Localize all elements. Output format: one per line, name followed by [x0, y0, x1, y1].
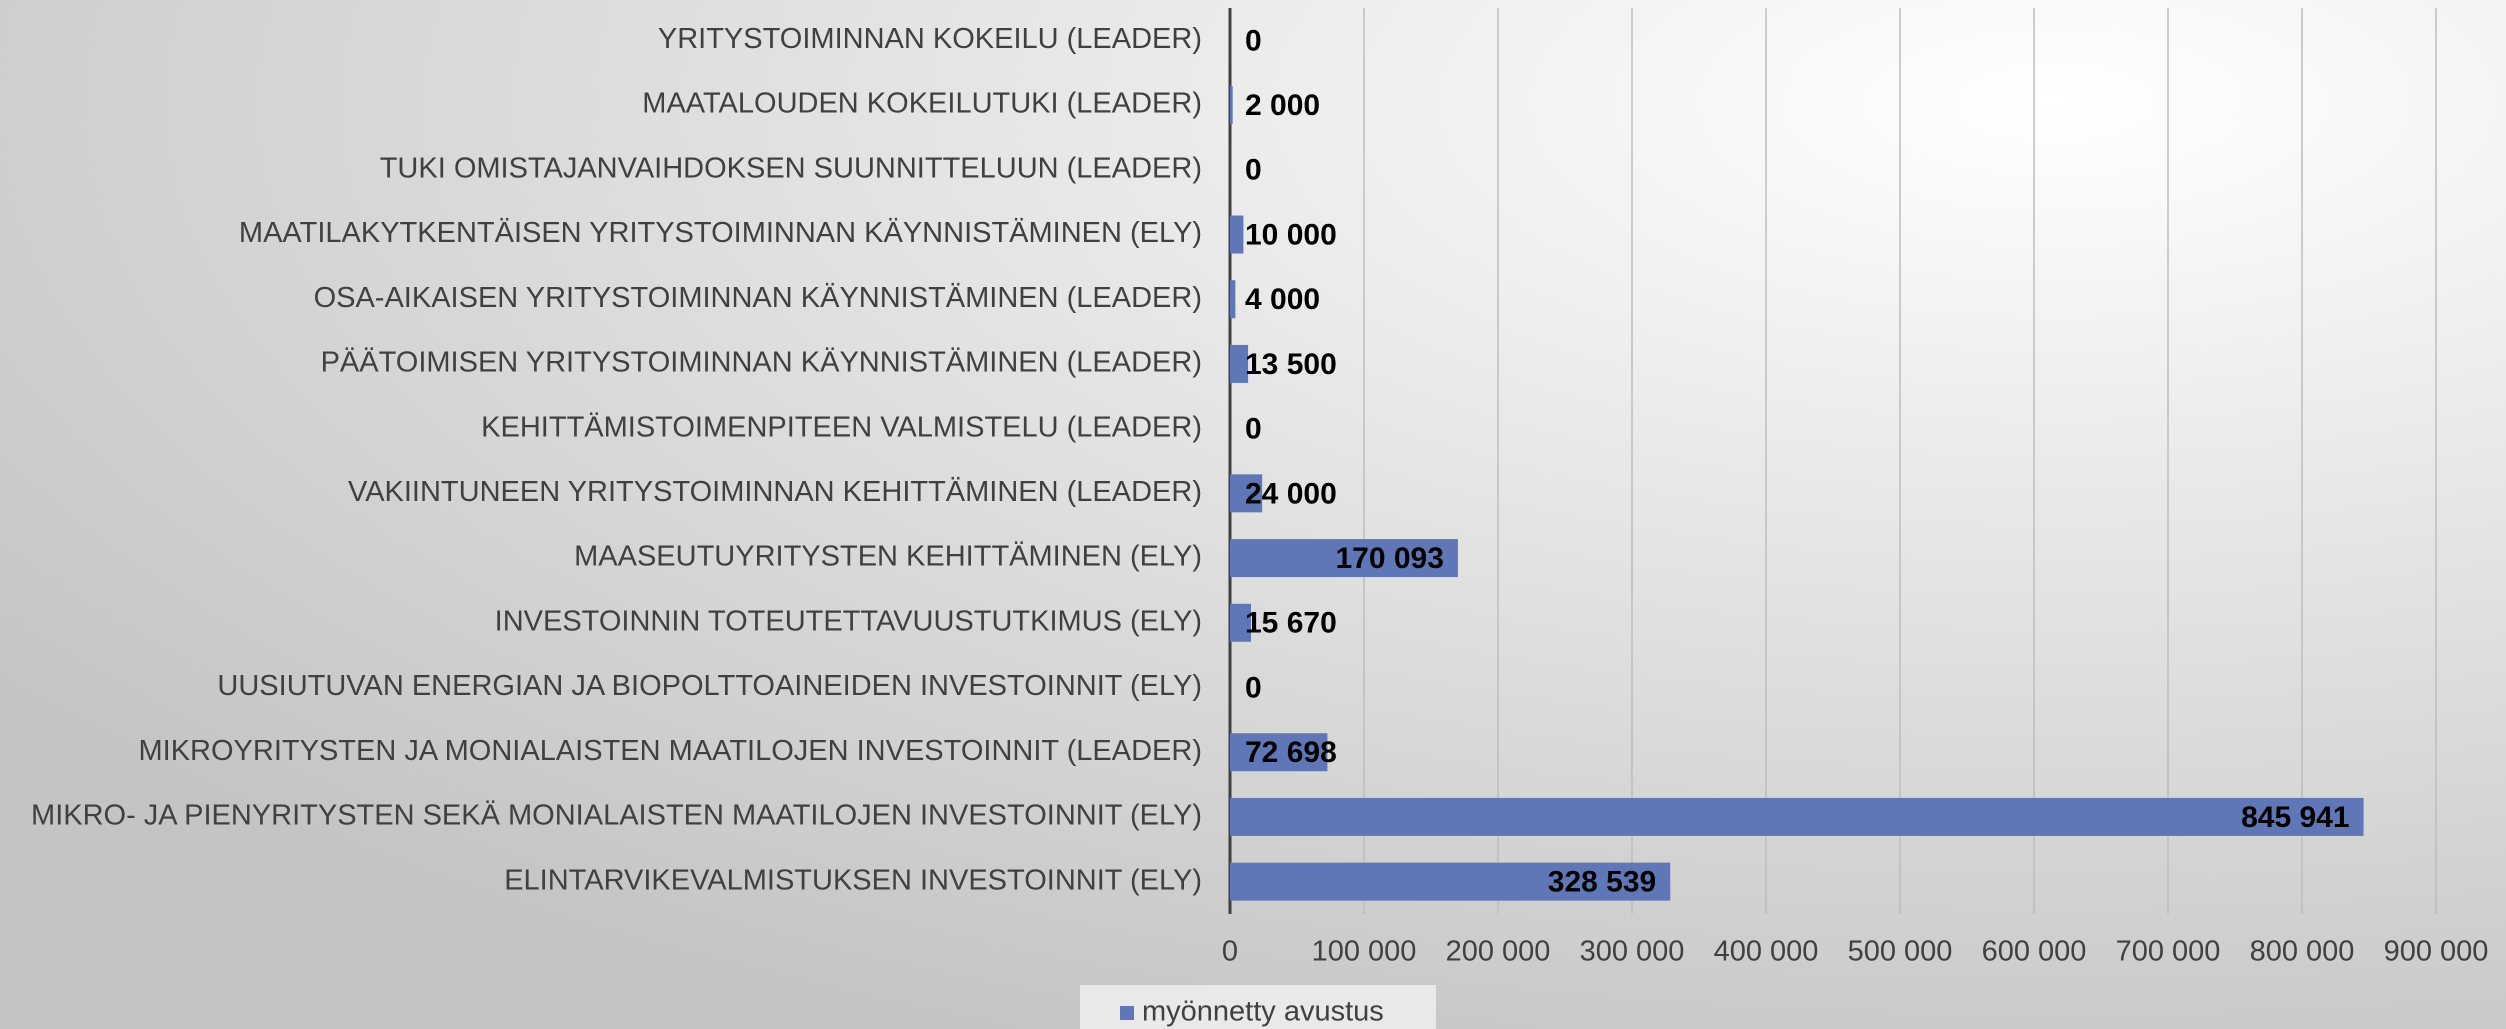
x-tick-label: 100 000	[1312, 936, 1417, 968]
data-label: 0	[1245, 413, 1262, 446]
category-label: ELINTARVIKEVALMISTUKSEN INVESTOINNIT (EL…	[504, 864, 1202, 896]
data-label: 15 670	[1245, 607, 1337, 640]
data-label: 0	[1245, 671, 1262, 704]
category-label: TUKI OMISTAJANVAIHDOKSEN SUUNNITTELUUN (…	[380, 152, 1202, 184]
x-tick-label: 900 000	[2384, 936, 2489, 968]
data-label: 845 941	[2241, 801, 2349, 834]
category-label: MAASEUTUYRITYSTEN KEHITTÄMINEN (ELY)	[574, 541, 1202, 573]
data-label: 10 000	[1245, 218, 1337, 251]
bar	[1230, 344, 1249, 383]
x-tick-label: 500 000	[1848, 936, 1953, 968]
category-label: INVESTOINNIN TOTEUTETTAVUUSTUTKIMUS (ELY…	[495, 605, 1202, 637]
data-label: 0	[1245, 154, 1262, 187]
category-label: KEHITTÄMISTOIMENPITEEN VALMISTELU (LEADE…	[481, 411, 1202, 443]
bar	[1230, 86, 1233, 125]
bar	[1230, 862, 1671, 901]
legend-box	[1080, 985, 1436, 1029]
data-label: 24 000	[1245, 477, 1337, 510]
x-tick-label: 0	[1222, 936, 1238, 968]
bar	[1230, 215, 1244, 254]
category-label: MAATALOUDEN KOKEILUTUKI (LEADER)	[642, 88, 1202, 120]
category-label: UUSIUTUVAN ENERGIAN JA BIOPOLTTOAINEIDEN…	[217, 670, 1202, 702]
legend-label: myönnetty avustus	[1142, 996, 1384, 1028]
data-label: 72 698	[1245, 736, 1337, 769]
category-label: MIKROYRITYSTEN JA MONIALAISTEN MAATILOJE…	[138, 735, 1202, 767]
category-label: MIKRO- JA PIENYRITYSTEN SEKÄ MONIALAISTE…	[31, 800, 1202, 832]
data-label: 4 000	[1245, 283, 1320, 316]
x-tick-label: 700 000	[2116, 936, 2221, 968]
bar	[1230, 733, 1328, 772]
bar	[1230, 474, 1263, 513]
data-label: 13 500	[1245, 348, 1337, 381]
bar	[1230, 603, 1251, 642]
data-label: 2 000	[1245, 89, 1320, 122]
category-label: YRITYSTOIMINNAN KOKEILU (LEADER)	[658, 23, 1202, 55]
bar	[1230, 539, 1458, 578]
x-tick-label: 300 000	[1580, 936, 1685, 968]
legend-swatch	[1120, 1006, 1134, 1020]
category-label: VAKIINTUNEEN YRITYSTOIMINNAN KEHITTÄMINE…	[348, 476, 1202, 508]
category-label: OSA-AIKAISEN YRITYSTOIMINNAN KÄYNNISTÄMI…	[314, 282, 1202, 314]
x-tick-label: 200 000	[1446, 936, 1551, 968]
x-tick-label: 400 000	[1714, 936, 1819, 968]
data-label: 0	[1245, 24, 1262, 57]
category-label: MAATILAKYTKENTÄISEN YRITYSTOIMINNAN KÄYN…	[239, 217, 1202, 249]
x-tick-label: 600 000	[1982, 936, 2087, 968]
bar	[1230, 797, 2364, 836]
data-label: 170 093	[1335, 542, 1443, 575]
bar	[1230, 280, 1236, 319]
data-label: 328 539	[1548, 866, 1656, 899]
category-label: PÄÄTOIMISEN YRITYSTOIMINNAN KÄYNNISTÄMIN…	[321, 347, 1202, 379]
x-tick-label: 800 000	[2250, 936, 2355, 968]
